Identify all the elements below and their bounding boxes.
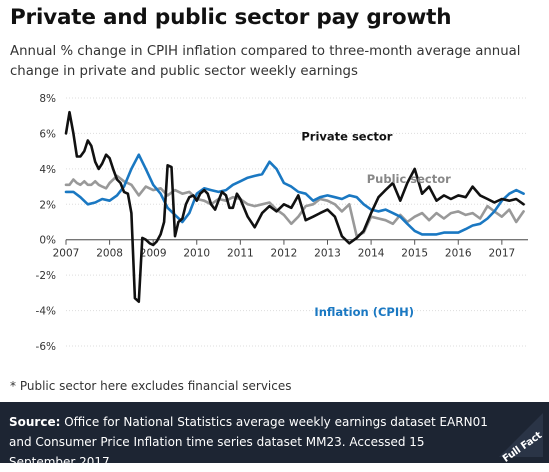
series-label: Public sector: [367, 172, 451, 186]
line-chart: 8% 6% 4% 2% 0% -2% -4% -6% 2007 2008 2009 2010 2011…: [36, 93, 528, 353]
source-text: Office for National Statistics average w…: [9, 415, 488, 469]
chart-subtitle: Annual % change in CPIH inflation compar…: [10, 44, 521, 79]
series-labels: Private sector Public sector Inflation (CP…: [301, 130, 451, 319]
y-tick-label: 6%: [39, 128, 56, 140]
source-footer: Source: Office for National Statistics a…: [0, 402, 549, 469]
series-label: Private sector: [301, 130, 392, 144]
y-tick-label: 2%: [39, 199, 56, 211]
x-tick-label: 2012: [271, 248, 298, 260]
series-line-private-sector: [64, 110, 525, 303]
y-tick-label: 4%: [39, 164, 56, 176]
full-fact-logo-icon: [499, 413, 543, 457]
x-tick-label: 2007: [53, 248, 80, 260]
series-label: Inflation (CPIH): [314, 305, 414, 319]
x-tick-label: 2013: [314, 248, 341, 260]
series-lines: [64, 110, 525, 303]
x-tick-label: 2009: [140, 248, 167, 260]
x-tick-label: 2014: [358, 248, 385, 260]
x-tick-label: 2010: [183, 248, 210, 260]
source-label: Source:: [9, 415, 61, 429]
source-note: Source: Office for National Statistics a…: [9, 412, 489, 472]
x-tick-label: 2011: [227, 248, 254, 260]
x-axis-tick-labels: 2007 2008 2009 2010 2011 2012 2013 2014 2015 2016…: [53, 248, 516, 260]
x-tick-label: 2015: [401, 248, 428, 260]
y-tick-label: -4%: [36, 306, 56, 318]
chart-title: Private and public sector pay growth: [10, 5, 452, 30]
series-line-inflation-cpih: [64, 153, 525, 236]
y-tick-label: 0%: [39, 235, 56, 247]
y-tick-label: 8%: [39, 93, 56, 105]
x-tick-label: 2008: [96, 248, 123, 260]
y-tick-label: -2%: [36, 270, 56, 282]
footnote: * Public sector here excludes financial …: [10, 379, 292, 393]
x-tick-label: 2016: [445, 248, 472, 260]
y-tick-label: -6%: [36, 341, 56, 353]
x-axis: [65, 239, 528, 245]
y-axis-tick-labels: 8% 6% 4% 2% 0% -2% -4% -6%: [36, 93, 56, 353]
series-line-public-sector: [64, 174, 525, 238]
grid-lines: [66, 97, 528, 347]
x-tick-label: 2017: [488, 248, 515, 260]
